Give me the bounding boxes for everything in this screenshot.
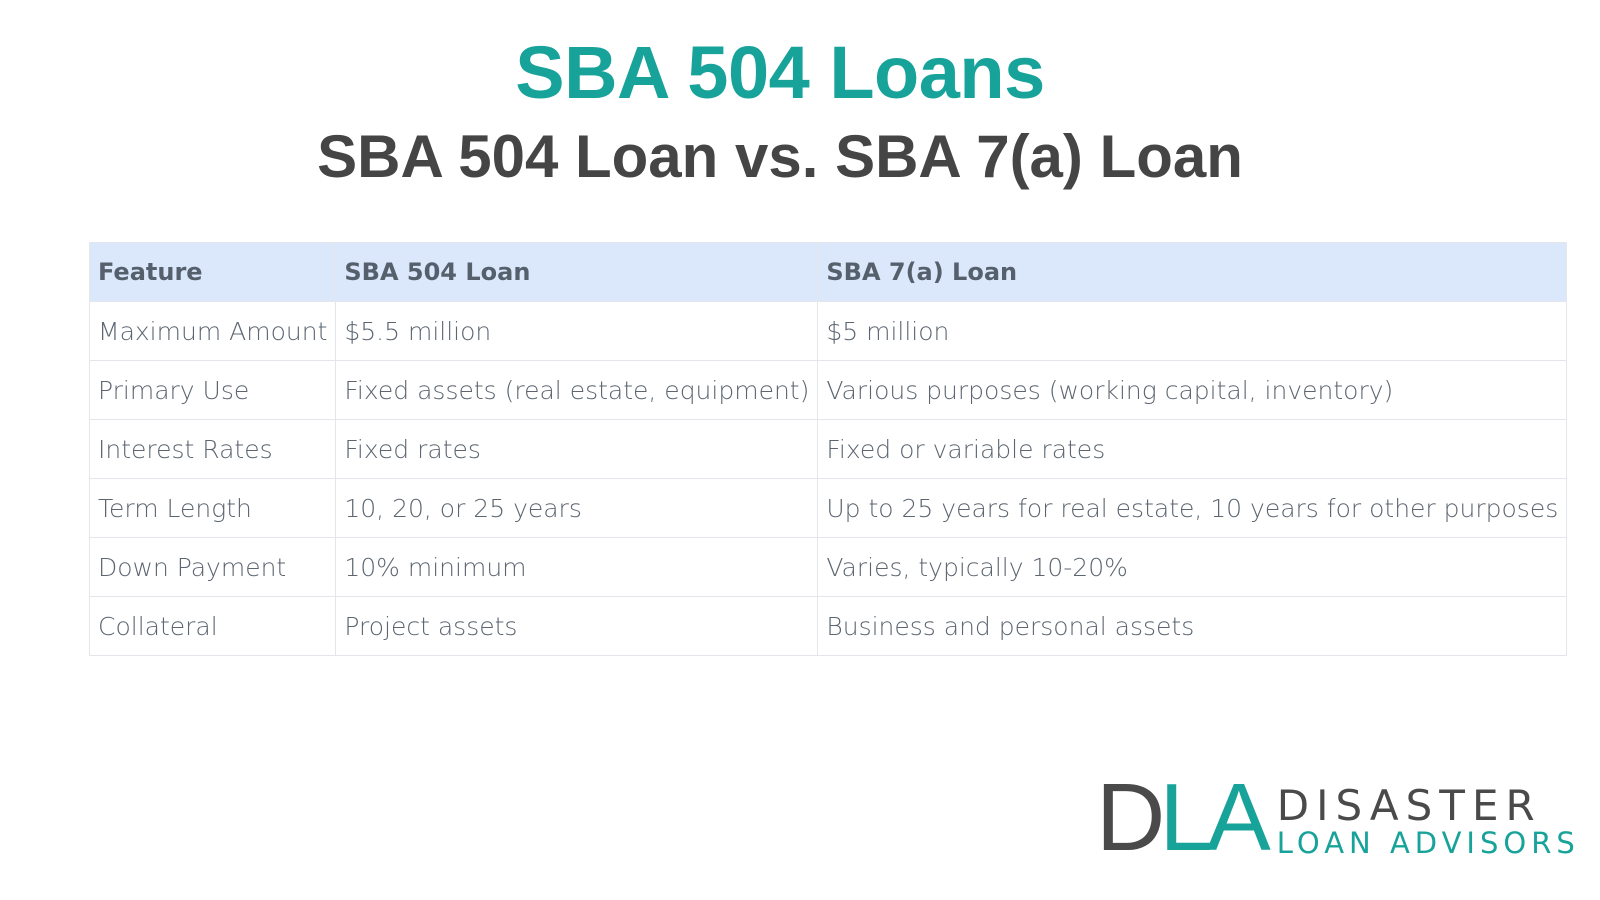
table-cell: $5.5 million [335,301,819,361]
table-cell: Fixed rates [335,419,819,479]
table-cell: Business and personal assets [817,596,1568,656]
table-row: Primary Use Fixed assets (real estate, eq… [88,360,1568,420]
table-cell: $5 million [817,301,1568,361]
table-cell: Term Length [88,478,337,538]
column-header: SBA 7(a) Loan [817,242,1568,302]
table-cell: 10% minimum [335,537,819,597]
table-cell: Collateral [88,596,337,656]
page-subtitle: SBA 504 Loan vs. SBA 7(a) Loan [317,123,1243,190]
table-cell: Fixed or variable rates [817,419,1568,479]
logo-line2: LOAN ADVISORS [1276,826,1580,860]
table-header-row: Feature SBA 504 Loan SBA 7(a) Loan [88,242,1568,302]
table-cell: Varies, typically 10-20% [817,537,1568,597]
logo-line1: DISASTER [1276,781,1542,830]
column-header: SBA 504 Loan [335,242,819,302]
comparison-table: Feature SBA 504 Loan SBA 7(a) Loan Maxim… [88,242,1568,656]
table-cell: Various purposes (working capital, inven… [817,360,1568,420]
dla-logo: D LA DISASTER LOAN ADVISORS [1096,764,1580,871]
table-row: Interest Rates Fixed rates Fixed or variab… [88,419,1568,479]
table-cell: Down Payment [88,537,337,597]
column-header: Feature [88,242,337,302]
table-cell: Up to 25 years for real estate, 10 years… [817,478,1568,538]
logo-la: LA [1159,764,1270,871]
table-row: Down Payment 10% minimum Varies, typically… [88,537,1568,597]
table-row: Term Length 10, 20, or 25 years Up to 25 y… [88,478,1568,538]
table-row: Collateral Project assets Business and per… [88,596,1568,656]
table-cell: Maximum Amount [88,301,337,361]
table-row: Maximum Amount $5.5 million $5 million [88,301,1568,361]
table-cell: Interest Rates [88,419,337,479]
table-cell: 10, 20, or 25 years [335,478,819,538]
table-cell: Project assets [335,596,819,656]
logo-d: D [1096,764,1165,871]
table-cell: Primary Use [88,360,337,420]
page-title: SBA 504 Loans [515,31,1045,114]
table-cell: Fixed assets (real estate, equipment) [335,360,819,420]
